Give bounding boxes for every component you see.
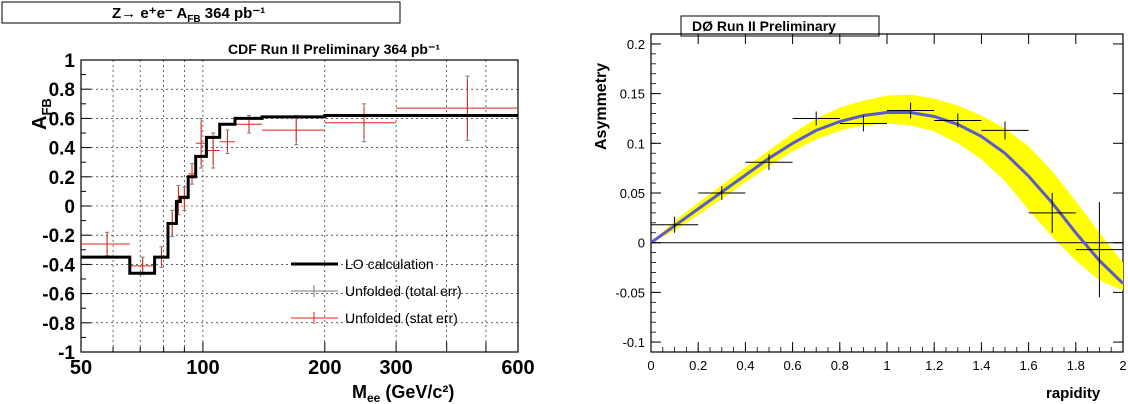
y-ticks: -0.1 -0.05 0 0.05 0.1 0.15 0.2 <box>615 37 1123 350</box>
y-tick-label: 0.8 <box>49 80 75 101</box>
x-tick-label: 1 <box>883 358 890 373</box>
x-tick-label: 300 <box>379 357 412 379</box>
y-tick-label: 0.1 <box>627 136 645 151</box>
x-tick-label: 0.2 <box>689 358 707 373</box>
x-tick-label: 0.6 <box>784 358 802 373</box>
grid-lines <box>81 59 518 353</box>
y-tick-label: -0.1 <box>623 335 645 350</box>
unfolded-stat-err-points <box>81 78 518 274</box>
header-box <box>1 1 401 24</box>
chart-title: DØ Run II Preliminary <box>692 18 836 34</box>
x-tick-label: 1.2 <box>925 358 943 373</box>
x-tick-label: 1.8 <box>1067 358 1085 373</box>
legend: LO calculation Unfolded (total err) Unfo… <box>291 256 462 326</box>
x-tick-label: 200 <box>308 357 341 379</box>
y-tick-label: -0.8 <box>42 314 75 335</box>
d0-asymmetry-chart: DØ Run II Preliminary -0.1-0.0500.050.10… <box>593 15 1127 402</box>
x-tick-label: 0.4 <box>736 358 754 373</box>
x-tick-label: 1.4 <box>972 358 990 373</box>
y-tick-label: 0.15 <box>620 87 645 102</box>
y-tick-label: -0.05 <box>615 285 645 300</box>
y-tick-label: 0.05 <box>620 186 645 201</box>
legend-label-total: Unfolded (total err) <box>345 283 462 299</box>
y-tick-label: 0 <box>638 236 645 251</box>
y-tick-label: 0.2 <box>49 168 75 189</box>
prediction-curve <box>650 111 1125 285</box>
x-tick-label: 50 <box>70 357 92 379</box>
unfolded-total-err-points <box>105 75 470 276</box>
y-axis-label: AFB <box>29 98 54 130</box>
y-ticks: -1 -0.8 -0.6 -0.4 -0.2 0 0.2 0.4 0.6 0.8 1 <box>42 51 91 364</box>
y-tick-label: 0.4 <box>49 139 76 160</box>
y-tick-label: 0.6 <box>49 109 75 130</box>
x-axis-label: Mee (GeV/c²) <box>352 382 454 404</box>
x-axis-label: rapidity <box>1046 385 1101 402</box>
chart-title: CDF Run II Preliminary 364 pb⁻¹ <box>228 41 440 57</box>
x-tick-label: 1.6 <box>1020 358 1038 373</box>
x-tick-label: 0.8 <box>831 358 849 373</box>
y-tick-label: -0.6 <box>42 285 75 306</box>
x-tick-label: 0 <box>647 358 654 373</box>
data-points <box>651 102 1123 298</box>
prediction-band <box>651 94 1123 291</box>
y-axis-label: Asymmetry <box>593 63 610 150</box>
y-tick-label: -1 <box>58 343 75 364</box>
x-ticks: 0 0.2 0.4 0.6 0.8 1 1.2 1.4 1.6 1.8 2 <box>647 34 1127 373</box>
y-tick-label: -0.2 <box>42 226 75 247</box>
y-tick-label: 0 <box>64 197 75 218</box>
y-tick-label: -0.4 <box>42 255 75 276</box>
x-tick-label: 2 <box>1119 358 1126 373</box>
legend-label-stat: Unfolded (stat err) <box>345 310 458 326</box>
header-box-text: Z→ e⁺e⁻ AFB 364 pb⁻¹ <box>112 5 265 25</box>
lo-calculation-line <box>81 114 518 275</box>
y-tick-label: 0.2 <box>627 37 645 52</box>
x-tick-label: 600 <box>501 357 534 379</box>
x-tick-label: 100 <box>186 357 219 379</box>
cdf-afb-chart: Z→ e⁺e⁻ AFB 364 pb⁻¹ CDF Run II Prelimin… <box>1 1 535 404</box>
y-tick-label: 1 <box>64 51 75 72</box>
title-box <box>680 15 880 37</box>
x-ticks: 50 100 200 300 600 <box>70 342 535 379</box>
legend-label-lo: LO calculation <box>345 256 434 272</box>
